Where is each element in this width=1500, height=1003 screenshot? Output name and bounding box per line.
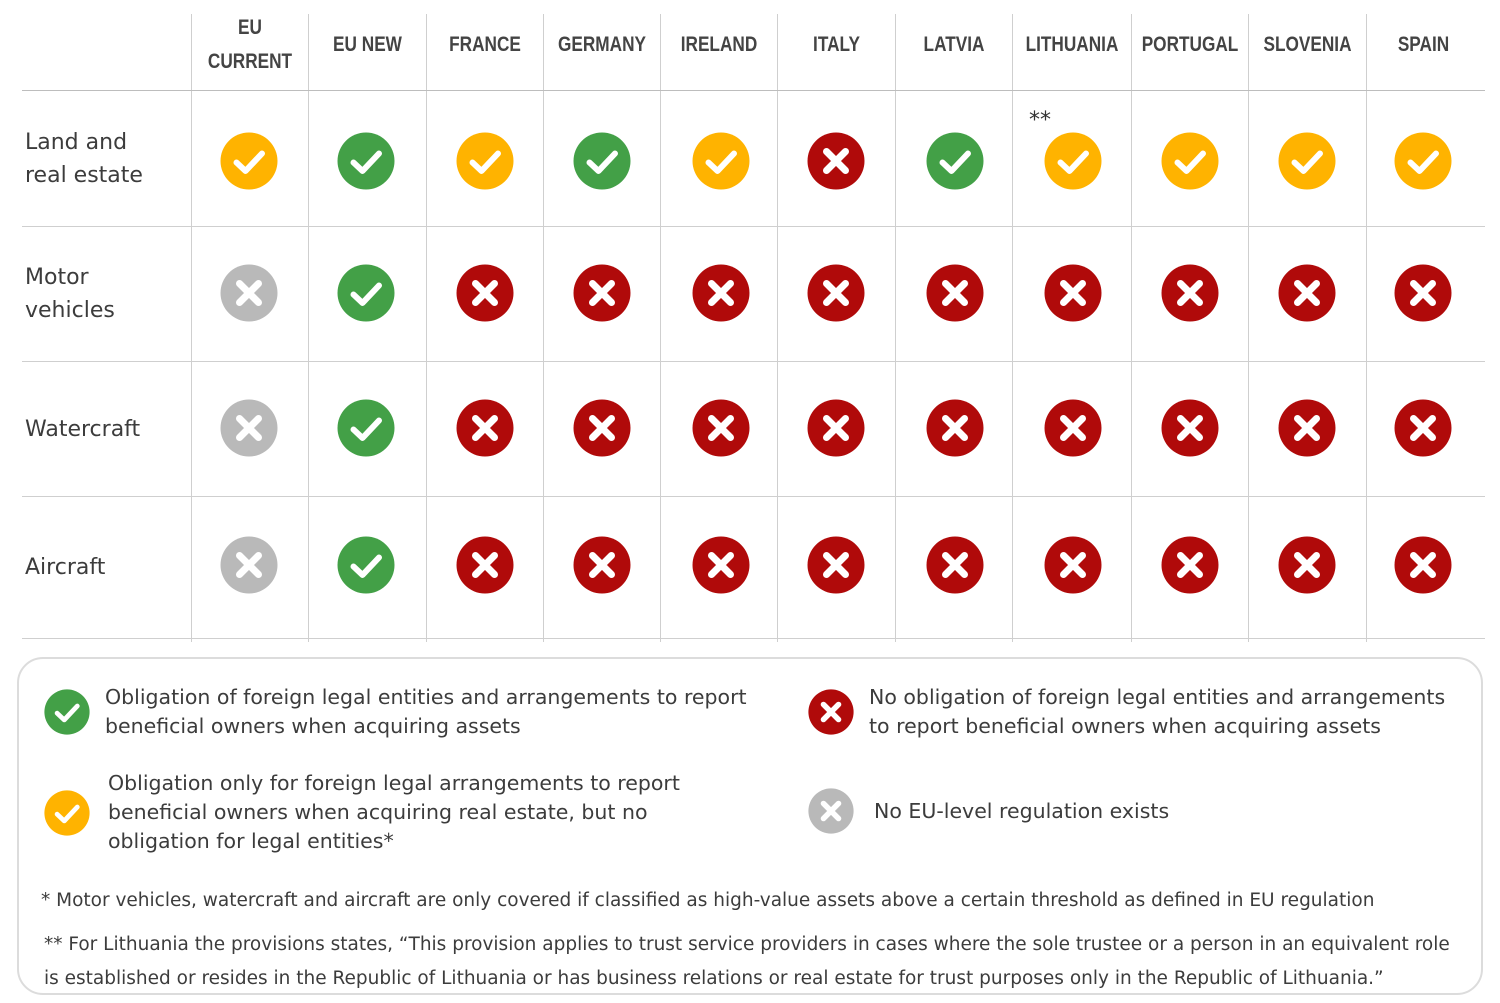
cross-icon [807, 264, 865, 322]
column-divider [895, 14, 896, 642]
check-icon [456, 132, 514, 190]
legend-cross-icon [808, 689, 854, 735]
row-divider [22, 226, 1485, 227]
column-divider [777, 14, 778, 642]
legend-box: Obligation of foreign legal entities and… [17, 657, 1483, 995]
column-header-germany: GERMANY [557, 33, 647, 56]
cross-icon [573, 399, 631, 457]
cross-icon [573, 264, 631, 322]
cross-icon [1278, 399, 1336, 457]
legend-text-red: No obligation of foreign legal entities … [869, 685, 1446, 738]
check-icon [926, 132, 984, 190]
legend-item-red: No obligation of foreign legal entities … [808, 683, 1458, 741]
column-divider [1366, 14, 1367, 642]
column-header-spain: SPAIN [1397, 33, 1450, 56]
row-label-watercraft: Watercraft [25, 416, 141, 442]
legend-item-yellow: Obligation only for foreign legal arrang… [44, 769, 704, 856]
column-divider [191, 14, 192, 642]
row-divider [22, 496, 1485, 497]
column-divider [426, 14, 427, 642]
check-icon [1278, 132, 1336, 190]
cross-icon [220, 264, 278, 322]
header-divider [22, 90, 1485, 91]
legend-item-grey: No EU-level regulation exists [808, 788, 1458, 834]
check-icon [692, 132, 750, 190]
cross-icon [1394, 264, 1452, 322]
column-header-lithuania: LITHUANIA [1025, 33, 1119, 56]
cross-icon [692, 399, 750, 457]
cross-icon [1044, 264, 1102, 322]
column-divider [308, 14, 309, 642]
check-icon [1161, 132, 1219, 190]
lithuania-footnote-marker: ** [1029, 108, 1051, 133]
column-header-slovenia: SLOVENIA [1263, 33, 1352, 56]
check-icon [337, 132, 395, 190]
check-icon [337, 399, 395, 457]
legend-text-yellow: Obligation only for foreign legal arrang… [108, 771, 680, 853]
column-header-italy: ITALY [813, 33, 860, 56]
cross-icon [1278, 536, 1336, 594]
column-divider [1248, 14, 1249, 642]
check-icon [573, 132, 631, 190]
cross-icon [220, 536, 278, 594]
check-icon [337, 264, 395, 322]
cross-icon [1394, 399, 1452, 457]
row-divider [22, 638, 1485, 639]
column-divider [1012, 14, 1013, 642]
column-header-ireland: IRELAND [680, 33, 758, 56]
column-header-france: FRANCE [449, 33, 521, 56]
cross-icon [926, 264, 984, 322]
column-header-latvia: LATVIA [923, 33, 985, 56]
cross-icon [1161, 264, 1219, 322]
column-header-eu-current: EU CURRENT [207, 16, 293, 73]
legend-cross-icon [808, 788, 854, 834]
cross-icon [926, 536, 984, 594]
cross-icon [807, 399, 865, 457]
cross-icon [692, 264, 750, 322]
cross-icon [1278, 264, 1336, 322]
row-label-motor-vehicles: Motor vehicles [25, 265, 115, 323]
column-divider [1131, 14, 1132, 642]
check-icon [1394, 132, 1452, 190]
cross-icon [1044, 536, 1102, 594]
row-label-land-real-estate: Land and real estate [25, 129, 143, 188]
legend-check-icon [44, 789, 90, 836]
check-icon [337, 536, 395, 594]
check-icon [1044, 132, 1102, 190]
cross-icon [456, 264, 514, 322]
column-divider [543, 14, 544, 642]
cross-icon [456, 399, 514, 457]
legend-item-green: Obligation of foreign legal entities and… [44, 683, 764, 741]
cross-icon [456, 536, 514, 594]
check-icon [220, 132, 278, 190]
comparison-matrix: EU CURRENT EU NEW FRANCE GERMANY IRELAND… [22, 14, 1485, 642]
column-header-portugal: PORTUGAL [1141, 33, 1239, 56]
legend-check-icon [44, 689, 90, 735]
footnote-single: * Motor vehicles, watercraft and aircraf… [41, 890, 1375, 911]
column-header-eu-new: EU NEW [333, 33, 402, 56]
cross-icon [1044, 399, 1102, 457]
footnote-double: ** For Lithuania the provisions states, … [44, 934, 1450, 989]
cross-icon [807, 536, 865, 594]
cross-icon [1394, 536, 1452, 594]
cross-icon [1161, 399, 1219, 457]
legend-text-green: Obligation of foreign legal entities and… [105, 685, 747, 738]
row-divider [22, 361, 1485, 362]
row-label-aircraft: Aircraft [25, 555, 106, 580]
cross-icon [807, 132, 865, 190]
cross-icon [1161, 536, 1219, 594]
column-divider [660, 14, 661, 642]
cross-icon [573, 536, 631, 594]
legend-text-grey: No EU-level regulation exists [874, 798, 1170, 823]
cross-icon [926, 399, 984, 457]
cross-icon [220, 399, 278, 457]
cross-icon [692, 536, 750, 594]
